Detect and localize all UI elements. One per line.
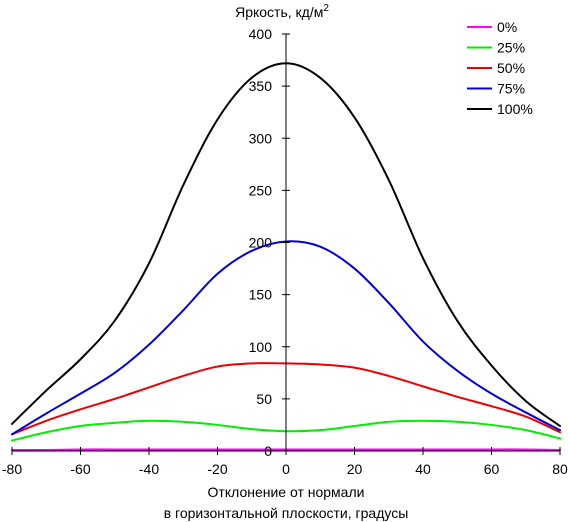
x-tick-label: 20 [347,461,363,477]
y-tick-label: 400 [249,26,273,42]
legend-label: 0% [497,19,517,35]
x-axis-ticks: -80 -60 -40 -20 0 20 40 60 80 [2,447,568,477]
y-axis-title: Яркость, кд/м2 [235,3,329,20]
y-tick-label: 50 [256,391,272,407]
y-tick-label: 250 [249,182,273,198]
y-tick-label: 200 [249,235,273,251]
y-tick-label: 0 [264,443,272,459]
x-tick-label: 40 [415,461,431,477]
y-axis-title-superscript: 2 [323,3,329,14]
legend-label: 75% [497,81,525,97]
legend-label: 50% [497,60,525,76]
legend-label: 100% [497,101,533,117]
y-tick-label: 300 [249,130,273,146]
y-tick-label: 350 [249,78,273,94]
svg-text:Яркость, кд/м2: Яркость, кд/м2 [235,3,329,20]
x-tick-label: -40 [139,461,159,477]
y-tick-label: 100 [249,339,273,355]
x-tick-label: -80 [2,461,22,477]
y-tick-label: 150 [249,287,273,303]
x-tick-label: -60 [70,461,90,477]
x-axis-title-line1: Отклонение от нормали [208,484,365,500]
y-axis-title-text: Яркость, кд/м [235,4,323,20]
legend: 0% 25% 50% 75% 100% [467,19,533,117]
x-axis-title-line2: в горизонтальной плоскости, градусы [164,505,409,521]
y-axis-ticks: 0 50 100 150 200 250 300 350 400 [249,26,290,459]
x-tick-label: 60 [484,461,500,477]
x-tick-label: 0 [282,461,290,477]
x-tick-label: -20 [207,461,227,477]
legend-label: 25% [497,40,525,56]
x-tick-label: 80 [552,461,568,477]
